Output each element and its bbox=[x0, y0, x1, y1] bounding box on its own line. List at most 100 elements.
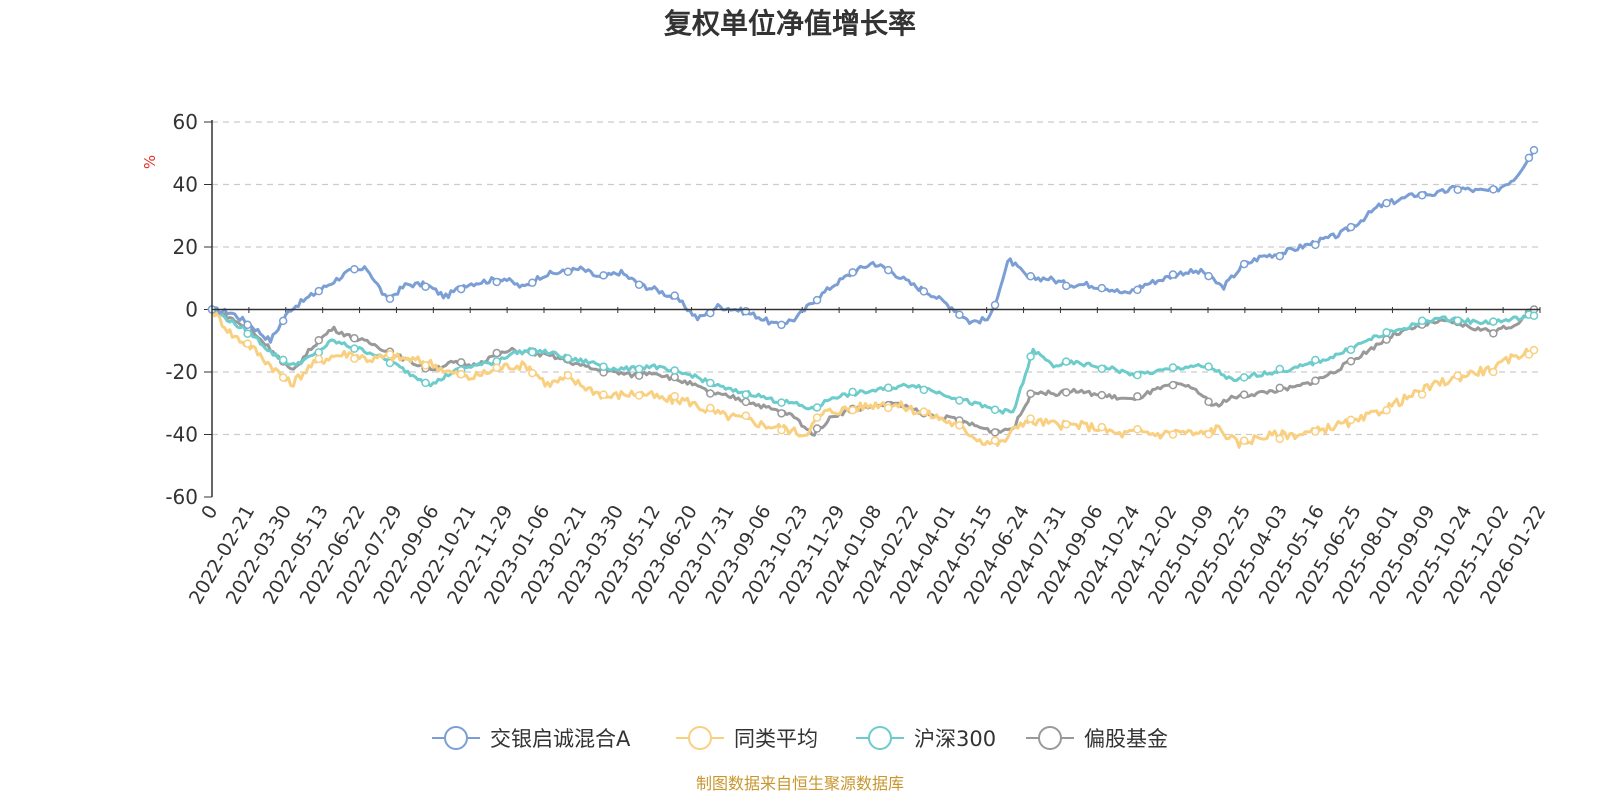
data-point bbox=[1133, 370, 1142, 380]
series-layer bbox=[207, 145, 1539, 449]
data-point bbox=[1026, 352, 1035, 361]
data-point bbox=[528, 278, 537, 287]
data-point bbox=[1275, 434, 1285, 444]
data-point bbox=[990, 436, 1000, 445]
data-point bbox=[421, 361, 430, 370]
data-point bbox=[1061, 420, 1071, 429]
legend-item[interactable]: 同类平均 bbox=[676, 726, 818, 751]
data-point bbox=[456, 358, 466, 367]
data-point bbox=[528, 347, 537, 357]
data-point bbox=[955, 396, 964, 405]
data-point bbox=[777, 398, 786, 407]
data-point bbox=[1346, 356, 1356, 366]
data-point bbox=[1026, 271, 1035, 281]
data-point bbox=[1168, 363, 1178, 372]
data-point bbox=[706, 403, 715, 413]
data-point bbox=[741, 397, 751, 407]
data-point bbox=[1239, 436, 1249, 445]
data-point bbox=[1097, 283, 1107, 293]
data-point bbox=[848, 387, 857, 397]
data-point bbox=[599, 390, 608, 399]
data-point bbox=[670, 366, 679, 375]
data-point bbox=[1453, 371, 1462, 380]
legend-item[interactable]: 交银启诚混合A bbox=[432, 726, 631, 751]
data-point bbox=[1311, 240, 1320, 250]
data-point bbox=[1239, 259, 1249, 269]
legend-item[interactable]: 沪深300 bbox=[856, 726, 996, 751]
data-point bbox=[350, 334, 359, 343]
data-point bbox=[1311, 355, 1320, 365]
data-point bbox=[1529, 145, 1539, 155]
data-point bbox=[421, 378, 430, 388]
data-point bbox=[385, 350, 395, 359]
data-point bbox=[1133, 392, 1142, 401]
data-point bbox=[350, 264, 359, 274]
legend-label: 沪深300 bbox=[914, 727, 996, 751]
legend-label: 交银启诚混合A bbox=[490, 727, 631, 751]
data-point bbox=[777, 320, 786, 330]
data-point bbox=[314, 354, 324, 364]
data-point bbox=[706, 308, 715, 318]
data-point bbox=[955, 421, 964, 430]
y-tick-label: -40 bbox=[165, 423, 198, 447]
data-point bbox=[634, 364, 644, 374]
data-point bbox=[1168, 430, 1178, 439]
legend-item[interactable]: 偏股基金 bbox=[1026, 726, 1168, 751]
data-point bbox=[314, 335, 324, 345]
data-point bbox=[314, 286, 324, 296]
data-point bbox=[563, 267, 573, 277]
data-point bbox=[706, 378, 715, 388]
grid-lines bbox=[212, 121, 1540, 436]
data-point bbox=[670, 391, 679, 401]
data-point bbox=[1168, 270, 1178, 279]
data-point bbox=[278, 355, 288, 365]
data-point bbox=[884, 265, 893, 275]
data-point bbox=[884, 403, 893, 413]
data-point bbox=[955, 310, 964, 319]
data-point bbox=[706, 389, 715, 398]
data-point bbox=[670, 291, 679, 300]
data-point bbox=[1204, 430, 1213, 439]
y-tick-label: 60 bbox=[173, 110, 198, 134]
data-point bbox=[1026, 414, 1035, 423]
data-point bbox=[741, 390, 751, 399]
data-point bbox=[1275, 251, 1285, 261]
data-point bbox=[919, 287, 929, 296]
data-point bbox=[492, 277, 501, 287]
data-point bbox=[350, 354, 359, 363]
data-point bbox=[421, 282, 430, 291]
series-line bbox=[210, 308, 1536, 449]
axes bbox=[211, 120, 1540, 497]
data-point bbox=[1489, 367, 1498, 377]
data-point bbox=[1204, 271, 1213, 281]
data-point bbox=[599, 362, 608, 371]
data-point bbox=[1133, 285, 1142, 295]
data-point bbox=[243, 329, 252, 338]
data-point bbox=[1275, 383, 1285, 393]
y-tick-label: -60 bbox=[165, 485, 198, 509]
data-point bbox=[1529, 311, 1539, 320]
data-point bbox=[1204, 397, 1213, 407]
data-point bbox=[1453, 316, 1462, 325]
data-point bbox=[848, 268, 857, 277]
data-point bbox=[599, 271, 608, 280]
y-tick-label: -20 bbox=[165, 360, 198, 384]
data-point bbox=[1524, 350, 1534, 359]
data-point bbox=[1417, 191, 1427, 200]
data-point bbox=[1133, 425, 1142, 434]
data-point bbox=[1204, 362, 1213, 371]
x-tick-label: 0 bbox=[197, 502, 222, 523]
data-point bbox=[1097, 422, 1107, 432]
data-point bbox=[385, 294, 395, 304]
data-point bbox=[528, 368, 537, 378]
data-point bbox=[492, 348, 501, 358]
legend[interactable]: 交银启诚混合A 同类平均 沪深300 偏股基金 bbox=[432, 726, 1168, 751]
source-note: 制图数据来自恒生聚源数据库 bbox=[696, 774, 904, 793]
data-point bbox=[1311, 427, 1320, 436]
data-point bbox=[1239, 373, 1249, 382]
data-point bbox=[1453, 185, 1462, 195]
data-point bbox=[777, 409, 786, 418]
data-point bbox=[848, 405, 857, 415]
data-point bbox=[1168, 380, 1178, 390]
